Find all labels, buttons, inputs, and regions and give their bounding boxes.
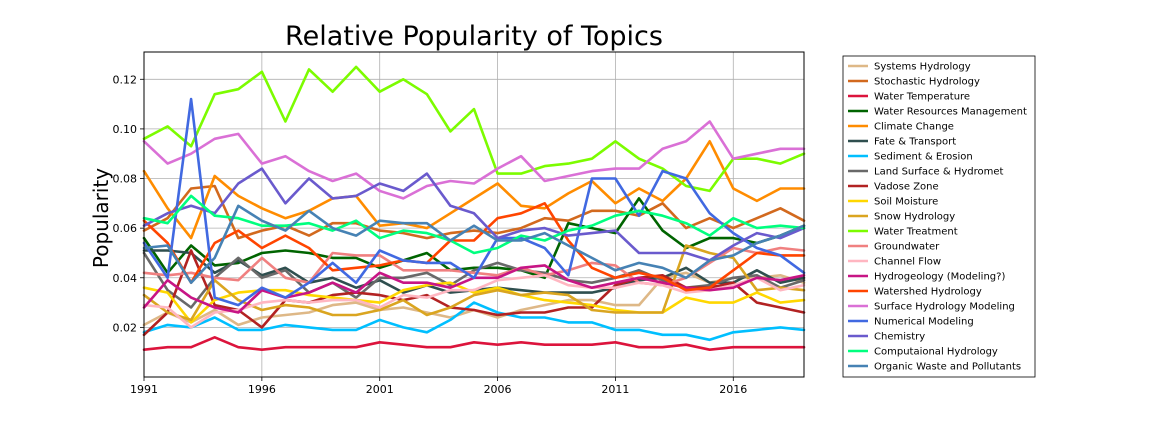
- y-axis-label: Popularity: [89, 168, 113, 268]
- legend-label: Numerical Modeling: [874, 317, 974, 328]
- series-line-5: [142, 140, 806, 240]
- series-line-10: [142, 281, 806, 324]
- y-tick-label: 0.02: [113, 321, 138, 334]
- plot-frame: [143, 51, 805, 378]
- series-lines: [142, 65, 806, 352]
- y-tick-label: 0.12: [113, 73, 138, 86]
- grid: [143, 52, 804, 377]
- x-tick-label: 2001: [366, 383, 394, 396]
- legend-label: Chemistry: [874, 332, 925, 343]
- x-tick-label: 1996: [248, 383, 276, 396]
- legend-label: Water Temperature: [874, 92, 970, 103]
- series-line-3: [142, 335, 806, 352]
- series-line-12: [142, 65, 806, 193]
- series-line-14: [142, 273, 806, 329]
- series-line-16: [142, 202, 806, 292]
- legend-label: Sediment & Erosion: [874, 152, 973, 163]
- legend-label: Climate Change: [874, 122, 954, 133]
- legend-label: Watershed Hydrology: [874, 287, 982, 298]
- y-tick-label: 0.10: [113, 123, 138, 136]
- series-line-19: [142, 167, 806, 262]
- y-tick-label: 0.08: [113, 173, 138, 186]
- legend-label: Channel Flow: [874, 257, 941, 268]
- x-tick-label: 1991: [130, 383, 158, 396]
- x-tick-label: 2006: [484, 383, 512, 396]
- y-tick-label: 0.04: [113, 272, 138, 285]
- series-line-18: [142, 97, 806, 307]
- x-tick-label: 2011: [601, 383, 629, 396]
- legend-label: Water Treatment: [874, 227, 958, 238]
- legend-label: Vadose Zone: [874, 182, 939, 193]
- legend-label: Computaional Hydrology: [874, 347, 998, 358]
- legend: Systems Hydrology Stochastic Hydrology Wat…: [842, 55, 1036, 378]
- series-line-7: [142, 301, 806, 342]
- series-line-11: [142, 244, 806, 322]
- x-tick-label: 2016: [719, 383, 747, 396]
- series-line-2: [142, 184, 806, 240]
- x-axis: 1991 1996 2001 2006 2011 2016: [130, 377, 747, 396]
- legend-label: Fate & Transport: [874, 137, 956, 148]
- legend-label: Soil Moisture: [874, 197, 938, 208]
- series-line-21: [142, 204, 806, 285]
- legend-label: Water Resources Management: [874, 107, 1027, 118]
- series-line-4: [142, 197, 806, 280]
- legend-label: Land Surface & Hydromet: [874, 167, 1004, 178]
- legend-label: Groundwater: [874, 242, 940, 253]
- legend-label: Snow Hydrology: [874, 212, 955, 223]
- legend-label: Surface Hydrology Modeling: [874, 302, 1015, 313]
- series-line-17: [142, 120, 806, 200]
- y-tick-label: 0.06: [113, 222, 138, 235]
- legend-label: Systems Hydrology: [874, 62, 971, 73]
- legend-label: Hydrogeology (Modeling?): [874, 272, 1005, 283]
- chart-title: Relative Popularity of Topics: [285, 21, 663, 52]
- y-axis: 0.02 0.04 0.06 0.08 0.10 0.12: [113, 73, 144, 334]
- legend-label: Stochastic Hydrology: [874, 77, 980, 88]
- legend-box: [842, 55, 1036, 378]
- legend-label: Organic Waste and Pollutants: [874, 362, 1021, 373]
- series-line-20: [142, 194, 806, 255]
